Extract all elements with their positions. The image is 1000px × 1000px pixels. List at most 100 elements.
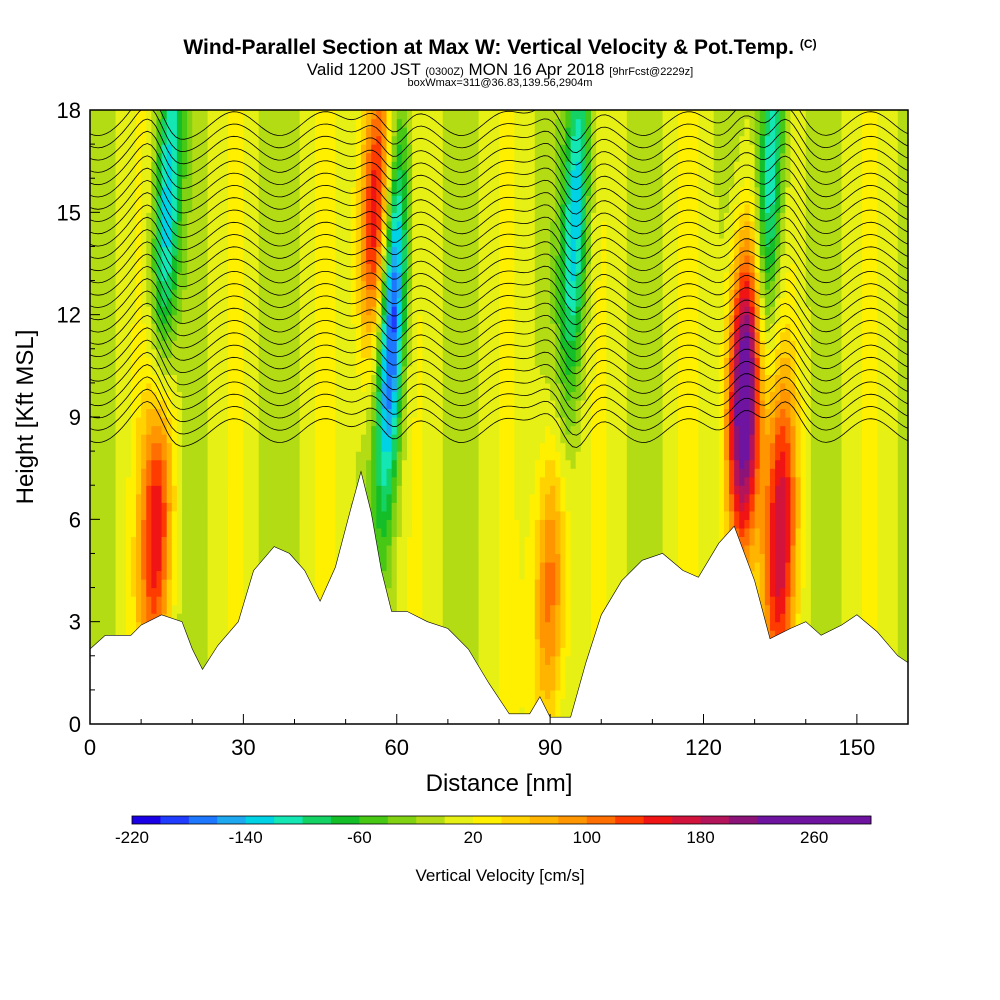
velocity-cell — [739, 493, 745, 503]
velocity-cell — [146, 459, 152, 469]
velocity-cell — [406, 561, 413, 572]
velocity-cell — [442, 459, 449, 469]
velocity-cell — [483, 510, 490, 520]
velocity-cell — [902, 510, 908, 520]
velocity-cell — [775, 519, 781, 529]
velocity-cell — [130, 519, 137, 529]
velocity-cell — [805, 485, 812, 495]
velocity-cell — [120, 451, 127, 461]
velocity-cell — [688, 519, 694, 529]
velocity-cell — [805, 579, 812, 589]
velocity-cell — [667, 502, 674, 512]
velocity-cell — [815, 579, 822, 589]
velocity-cell — [463, 561, 469, 572]
chart-title: Wind-Parallel Section at Max W: Vertical… — [0, 36, 1000, 60]
velocity-cell — [872, 604, 878, 614]
velocity-cell — [657, 519, 664, 529]
velocity-cell — [821, 613, 827, 623]
velocity-cell — [207, 604, 214, 614]
velocity-cell — [504, 544, 510, 555]
velocity-cell — [166, 451, 173, 461]
velocity-cell — [851, 561, 858, 572]
velocity-cell — [125, 621, 132, 631]
velocity-cell — [95, 630, 101, 640]
velocity-cell — [422, 510, 429, 520]
velocity-cell — [759, 493, 766, 503]
velocity-cell — [212, 570, 219, 580]
velocity-cell — [877, 553, 884, 563]
velocity-cell — [187, 451, 193, 461]
velocity-cell — [187, 630, 193, 640]
velocity-cell — [585, 485, 592, 495]
velocity-cell — [867, 604, 873, 614]
velocity-cell — [514, 706, 521, 717]
velocity-cell — [539, 579, 546, 589]
velocity-cell — [514, 459, 521, 469]
velocity-cell — [355, 459, 362, 469]
velocity-cell — [892, 587, 899, 597]
velocity-cell — [488, 655, 495, 665]
velocity-cell — [514, 502, 521, 512]
velocity-cell — [217, 579, 224, 589]
velocity-cell — [504, 459, 510, 469]
velocity-cell — [417, 596, 423, 606]
velocity-cell — [616, 536, 623, 546]
velocity-cell — [815, 510, 822, 520]
velocity-cell — [550, 655, 556, 665]
velocity-cell — [652, 536, 659, 546]
velocity-cell — [294, 553, 301, 563]
velocity-cell — [749, 485, 756, 495]
velocity-cell — [90, 544, 96, 555]
velocity-cell — [447, 510, 454, 520]
velocity-cell — [136, 485, 142, 495]
velocity-cell — [488, 536, 495, 546]
velocity-cell — [182, 544, 188, 555]
velocity-cell — [708, 519, 715, 529]
velocity-cell — [882, 613, 889, 623]
velocity-cell — [335, 527, 342, 537]
velocity-cell — [539, 596, 546, 606]
velocity-cell — [570, 672, 577, 682]
velocity-cell — [616, 561, 623, 572]
velocity-cell — [805, 553, 812, 563]
velocity-cell — [171, 493, 178, 503]
velocity-cell — [749, 510, 756, 520]
velocity-cell — [601, 604, 607, 614]
velocity-cell — [539, 664, 546, 674]
velocity-cell — [401, 510, 408, 520]
velocity-cell — [187, 613, 193, 623]
velocity-cell — [161, 596, 168, 606]
velocity-cell — [110, 476, 117, 486]
velocity-cell — [493, 536, 500, 546]
velocity-cell — [555, 519, 561, 529]
velocity-cell — [539, 587, 546, 597]
velocity-cell — [667, 527, 674, 537]
velocity-cell — [698, 485, 705, 495]
velocity-cell — [412, 493, 418, 503]
velocity-cell — [100, 553, 106, 563]
velocity-cell — [764, 459, 771, 469]
velocity-cell — [611, 459, 618, 469]
velocity-cell — [197, 638, 204, 648]
velocity-cell — [458, 519, 464, 529]
velocity-cell — [539, 527, 546, 537]
velocity-cell — [550, 493, 556, 503]
velocity-cell — [284, 510, 290, 520]
velocity-cell — [882, 536, 889, 546]
velocity-cell — [790, 519, 797, 529]
velocity-cell — [233, 596, 239, 606]
velocity-cell — [785, 544, 792, 555]
velocity-cell — [161, 459, 168, 469]
velocity-cell — [125, 536, 132, 546]
velocity-cell — [565, 476, 572, 486]
velocity-cell — [851, 493, 858, 503]
velocity-cell — [463, 519, 469, 529]
velocity-cell — [100, 596, 106, 606]
velocity-cell — [713, 502, 720, 512]
velocity-cell — [442, 493, 449, 503]
velocity-cell — [222, 553, 229, 563]
velocity-cell — [596, 493, 602, 503]
velocity-cell — [483, 630, 490, 640]
velocity-cell — [248, 476, 255, 486]
velocity-cell — [217, 468, 224, 478]
